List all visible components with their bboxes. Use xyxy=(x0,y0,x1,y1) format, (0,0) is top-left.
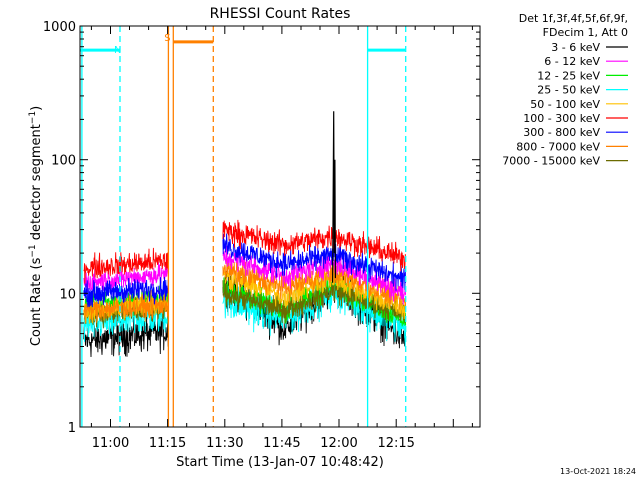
x-tick-label: 11:00 xyxy=(92,436,129,451)
y-tick-label: 1000 xyxy=(43,20,76,35)
legend: Det 1f,3f,4f,5f,6f,9f, FDecim 1, Att 0 3… xyxy=(502,12,628,168)
series-layer xyxy=(83,111,407,358)
series-line-300-800-kev xyxy=(83,233,407,308)
x-tick-label: 11:15 xyxy=(149,436,186,451)
x-tick-label: 11:45 xyxy=(263,436,300,451)
y-axis-label: Count Rate (s−1 detector segment−1) xyxy=(28,106,44,346)
legend-label: 50 - 100 keV xyxy=(530,98,600,111)
y-axis-label-part: Count Rate (s xyxy=(29,257,44,346)
legend-label: 12 - 25 keV xyxy=(537,69,600,82)
legend-label: 300 - 800 keV xyxy=(523,126,600,139)
y-tick-label: 100 xyxy=(51,154,76,169)
axis-ticks: 1 10 100 1000 11:00 11:15 11:30 11:45 12:00 12:15 xyxy=(43,20,480,451)
footer-timestamp: 13-Oct-2021 18:24 xyxy=(560,467,636,476)
attenuator-label: N xyxy=(114,45,121,56)
x-axis-label: Start Time (13-Jan-07 10:48:42) xyxy=(176,455,384,470)
x-tick-label: 12:15 xyxy=(377,436,414,451)
x-tick-label: 11:30 xyxy=(206,436,243,451)
attenuator-label: S xyxy=(164,33,170,44)
interval-markers: NS xyxy=(80,26,407,427)
legend-label: 25 - 50 keV xyxy=(537,84,600,97)
y-tick-label: 1 xyxy=(68,421,76,436)
y-axis-label-sup: −1 xyxy=(28,111,38,124)
flare-spike xyxy=(332,111,336,283)
legend-title-line2: FDecim 1, Att 0 xyxy=(543,26,628,39)
y-tick-label: 10 xyxy=(59,287,76,302)
legend-label: 3 - 6 keV xyxy=(551,41,600,54)
series-line-100-300-kev xyxy=(83,219,407,284)
plot-frame xyxy=(79,25,481,428)
legend-title-line1: Det 1f,3f,4f,5f,6f,9f, xyxy=(519,12,628,25)
legend-label: 100 - 300 keV xyxy=(523,112,600,125)
legend-label: 7000 - 15000 keV xyxy=(502,155,600,168)
x-tick-label: 12:00 xyxy=(320,436,357,451)
legend-label: 6 - 12 keV xyxy=(544,55,600,68)
y-axis-label-sup: −1 xyxy=(28,244,38,257)
chart-title: RHESSI Count Rates xyxy=(210,6,351,22)
legend-label: 800 - 7000 keV xyxy=(516,140,600,153)
y-axis-label-part: detector segment xyxy=(29,124,44,244)
y-axis-label-part: ) xyxy=(29,106,44,111)
